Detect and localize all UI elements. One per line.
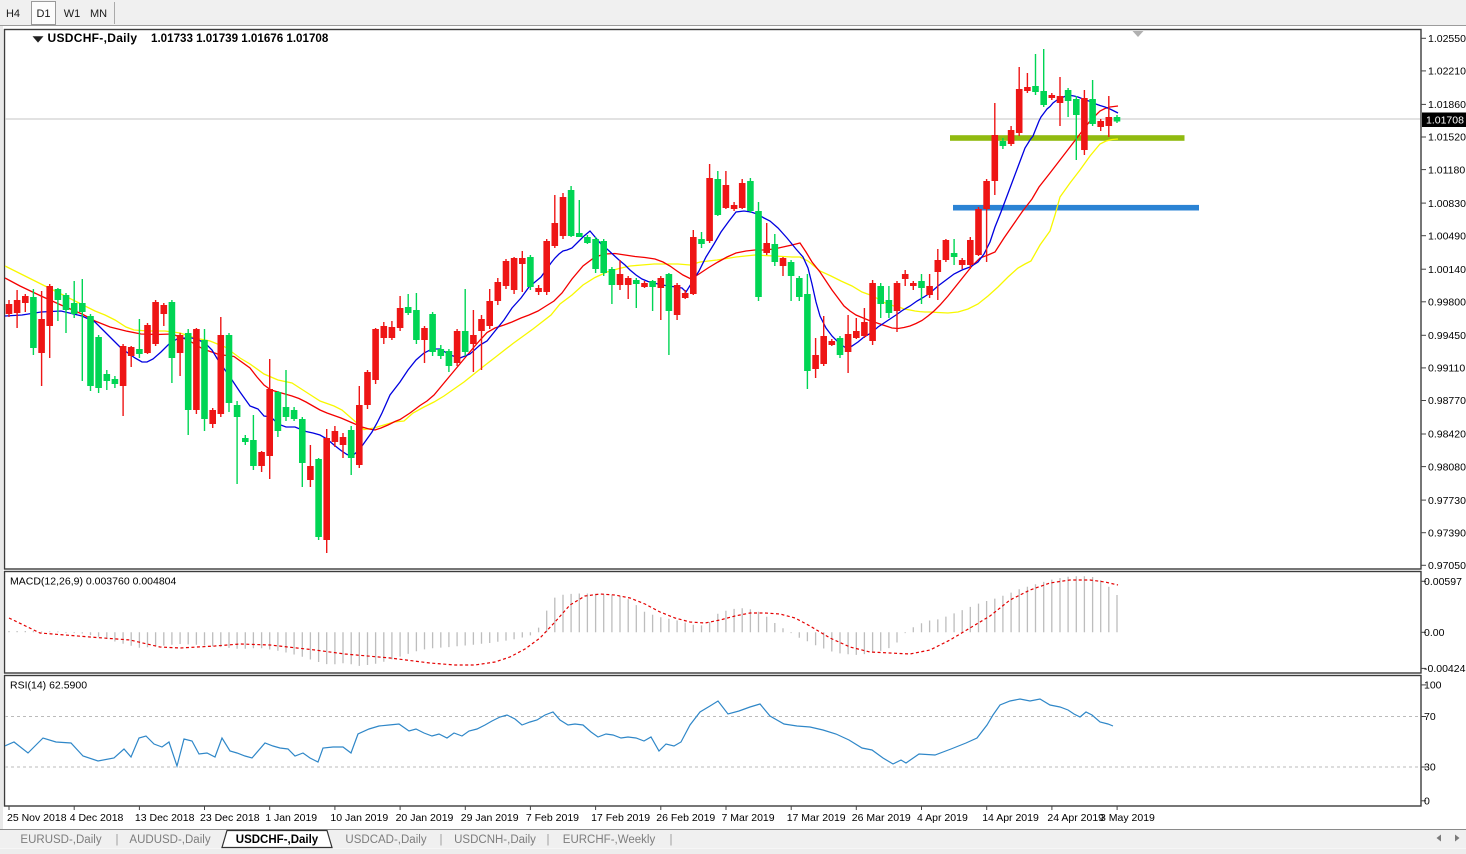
- svg-text:13 Dec 2018: 13 Dec 2018: [135, 812, 195, 824]
- svg-text:1.00140: 1.00140: [1428, 264, 1466, 276]
- svg-text:29 Jan 2019: 29 Jan 2019: [461, 812, 519, 824]
- svg-text:RSI(14) 62.5900: RSI(14) 62.5900: [10, 680, 87, 692]
- svg-text:7 Feb 2019: 7 Feb 2019: [526, 812, 579, 824]
- svg-text:0.00597: 0.00597: [1424, 576, 1462, 588]
- svg-text:17 Mar 2019: 17 Mar 2019: [787, 812, 846, 824]
- svg-text:0.97730: 0.97730: [1428, 495, 1466, 507]
- svg-text:W1: W1: [64, 8, 81, 20]
- svg-text:26 Mar 2019: 26 Mar 2019: [852, 812, 911, 824]
- svg-text:10 Jan 2019: 10 Jan 2019: [330, 812, 388, 824]
- svg-text:AUDUSD-,Daily: AUDUSD-,Daily: [129, 834, 210, 846]
- svg-text:1.00830: 1.00830: [1428, 198, 1466, 210]
- svg-text:0.98770: 0.98770: [1428, 395, 1466, 407]
- svg-text:EURCHF-,Weekly: EURCHF-,Weekly: [563, 834, 656, 846]
- svg-text:1.00490: 1.00490: [1428, 230, 1466, 242]
- svg-text:USDCAD-,Daily: USDCAD-,Daily: [345, 834, 426, 846]
- svg-text:0.98420: 0.98420: [1428, 429, 1466, 441]
- svg-text:26 Feb 2019: 26 Feb 2019: [656, 812, 715, 824]
- svg-text:1.02550: 1.02550: [1428, 33, 1466, 45]
- svg-text:EURUSD-,Daily: EURUSD-,Daily: [20, 834, 101, 846]
- svg-text:14 Apr 2019: 14 Apr 2019: [982, 812, 1039, 824]
- svg-text:30: 30: [1424, 762, 1436, 774]
- svg-text:USDCHF-,Daily: USDCHF-,Daily: [236, 834, 319, 846]
- svg-text:MN: MN: [90, 8, 107, 20]
- svg-text:24 Apr 2019: 24 Apr 2019: [1047, 812, 1104, 824]
- svg-text:70: 70: [1424, 711, 1436, 723]
- svg-text:0.99110: 0.99110: [1428, 363, 1465, 375]
- svg-text:|: |: [116, 834, 119, 846]
- svg-text:0.99800: 0.99800: [1428, 297, 1466, 309]
- svg-text:H4: H4: [6, 8, 20, 20]
- svg-text:USDCHF-,Daily: USDCHF-,Daily: [48, 31, 138, 45]
- svg-text:|: |: [670, 834, 673, 846]
- svg-text:0.97390: 0.97390: [1428, 527, 1466, 539]
- svg-text:1.01860: 1.01860: [1428, 99, 1466, 111]
- svg-text:1 Jan 2019: 1 Jan 2019: [265, 812, 317, 824]
- svg-text:100: 100: [1424, 680, 1442, 692]
- svg-text:USDCNH-,Daily: USDCNH-,Daily: [454, 834, 536, 846]
- svg-text:0: 0: [1424, 796, 1430, 808]
- svg-text:1.02210: 1.02210: [1428, 66, 1466, 78]
- svg-text:23 Dec 2018: 23 Dec 2018: [200, 812, 260, 824]
- svg-text:0.97050: 0.97050: [1428, 560, 1466, 572]
- svg-text:|: |: [547, 834, 550, 846]
- svg-text:25 Nov 2018: 25 Nov 2018: [7, 812, 67, 824]
- svg-text:4 Dec 2018: 4 Dec 2018: [70, 812, 124, 824]
- svg-text:0.98080: 0.98080: [1428, 461, 1466, 473]
- svg-text:|: |: [440, 834, 443, 846]
- svg-text:1.01520: 1.01520: [1428, 132, 1466, 144]
- svg-text:1.01733 1.01739 1.01676 1.0170: 1.01733 1.01739 1.01676 1.01708: [151, 32, 329, 45]
- svg-text:MACD(12,26,9) 0.003760 0.00480: MACD(12,26,9) 0.003760 0.004804: [10, 576, 177, 588]
- svg-text:20 Jan 2019: 20 Jan 2019: [396, 812, 454, 824]
- svg-text:-0.004243: -0.004243: [1424, 663, 1466, 675]
- svg-text:D1: D1: [36, 8, 50, 20]
- svg-text:7 Mar 2019: 7 Mar 2019: [722, 812, 775, 824]
- svg-text:1.01180: 1.01180: [1428, 164, 1465, 176]
- svg-text:0.99450: 0.99450: [1428, 330, 1466, 342]
- svg-text:4 Apr 2019: 4 Apr 2019: [917, 812, 968, 824]
- svg-text:0.00: 0.00: [1424, 627, 1445, 639]
- svg-text:1.01708: 1.01708: [1426, 115, 1464, 127]
- svg-text:3 May 2019: 3 May 2019: [1100, 812, 1155, 824]
- svg-text:17 Feb 2019: 17 Feb 2019: [591, 812, 650, 824]
